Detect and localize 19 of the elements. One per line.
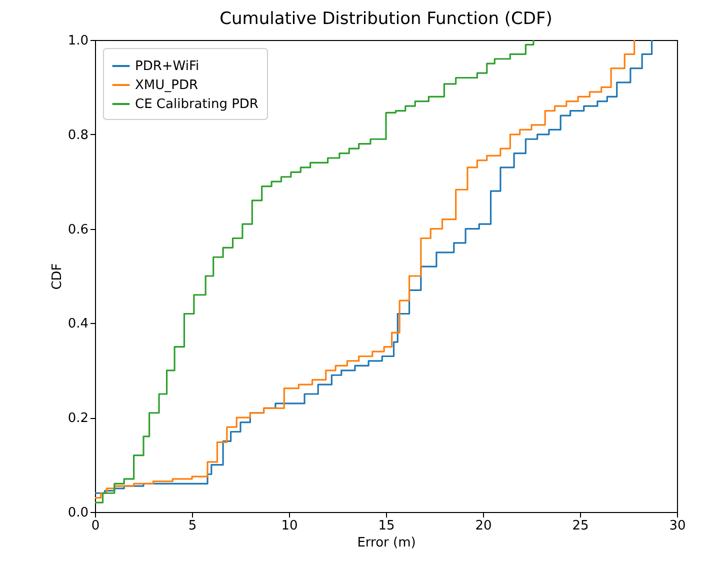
- y-tick-label: 0.0: [68, 506, 88, 520]
- x-tick-label: 20: [475, 518, 492, 534]
- chart-title: Cumulative Distribution Function (CDF): [220, 9, 552, 29]
- legend-label: PDR+WiFi: [135, 59, 200, 74]
- y-tick-label: 0.8: [68, 128, 88, 143]
- x-tick-label: 25: [572, 518, 589, 534]
- y-axis-title: CDF: [50, 263, 65, 290]
- y-tick-label: 1.0: [68, 34, 88, 48]
- legend-label: CE Calibrating PDR: [135, 97, 258, 112]
- x-tick-label: 30: [669, 518, 686, 534]
- x-tick-label: 0: [91, 518, 100, 534]
- legend-label: XMU_PDR: [135, 78, 198, 93]
- y-tick-label: 0.2: [68, 411, 88, 426]
- y-tick-label: 0.6: [68, 222, 88, 238]
- x-tick-label: 5: [188, 518, 197, 534]
- x-tick-label: 15: [378, 518, 395, 534]
- x-axis-title: Error (m): [357, 536, 416, 550]
- x-tick-label: 10: [281, 518, 298, 534]
- y-tick-label: 0.4: [68, 316, 88, 332]
